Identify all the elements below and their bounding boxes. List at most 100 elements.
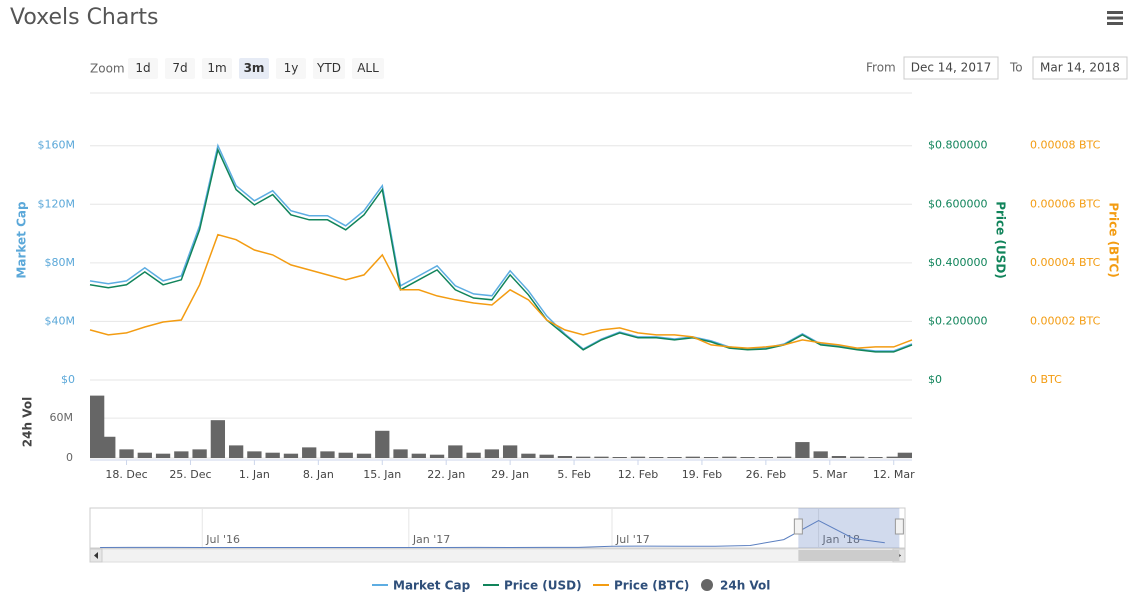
- vol-bar: [338, 452, 353, 458]
- y-tick-label: $0: [61, 373, 75, 386]
- y2-tick-label: $0.600000: [928, 197, 988, 210]
- vol-bar: [356, 453, 372, 458]
- to-input[interactable]: [1032, 56, 1128, 80]
- vol-bar: [101, 436, 116, 458]
- zoom-buttons: 1d 7d 1m 3m 1y YTD ALL: [128, 58, 384, 79]
- zoom-button-label[interactable]: 3m: [244, 61, 265, 75]
- vol-bar: [265, 452, 280, 458]
- series-line: [89, 233, 913, 349]
- vol-bar: [174, 451, 189, 458]
- x-tick-label: 5. Mar: [812, 468, 847, 481]
- navigator-handle[interactable]: [894, 518, 904, 535]
- zoom-button-label[interactable]: 7d: [172, 61, 187, 75]
- vol-bar: [831, 456, 847, 458]
- x-tick-label: 8. Jan: [303, 468, 334, 481]
- x-tick-label: 1. Jan: [239, 468, 270, 481]
- navigator-tick-label: Jul '17: [615, 533, 650, 546]
- x-tick-label: 18. Dec: [105, 468, 147, 481]
- zoom-label: Zoom: [90, 62, 125, 76]
- y3-tick-label: 0.00008 BTC: [1030, 139, 1101, 152]
- y-axis-title: Market Cap: [15, 201, 29, 279]
- zoom-button[interactable]: [202, 58, 232, 79]
- navigator-handle[interactable]: [793, 518, 803, 535]
- x-tick-label: 12. Feb: [618, 468, 658, 481]
- vol-tick-label: 60M: [50, 411, 74, 424]
- zoom-button[interactable]: [276, 58, 306, 79]
- zoom-button-label[interactable]: YTD: [316, 61, 341, 75]
- vol-bar: [850, 456, 865, 458]
- y-tick-label: $160M: [38, 139, 76, 152]
- y2-tick-label: $0.800000: [928, 139, 988, 152]
- y3-tick-label: 0.00006 BTC: [1030, 197, 1101, 210]
- legend-label[interactable]: 24h Vol: [720, 579, 770, 593]
- vol-bar: [630, 456, 646, 458]
- y2-axis-title: Price (USD): [994, 201, 1008, 279]
- vol-bar: [484, 449, 500, 458]
- vol-bar: [886, 456, 901, 458]
- page-title: Voxels Charts: [10, 5, 159, 30]
- zoom-button[interactable]: [128, 58, 158, 79]
- vol-bar: [897, 452, 912, 458]
- menu-bar: [1107, 22, 1123, 25]
- vol-bar: [703, 457, 719, 458]
- zoom-button-label[interactable]: 1m: [207, 61, 226, 75]
- from-input[interactable]: [903, 56, 999, 80]
- vol-bar: [521, 453, 536, 458]
- navigator-frame: [89, 507, 906, 549]
- menu-bar: [1107, 11, 1123, 14]
- vol-bar: [466, 452, 481, 458]
- vol-bar: [557, 456, 573, 458]
- vol-bar: [758, 457, 774, 458]
- zoom-button[interactable]: [165, 58, 195, 79]
- vol-axis-title: 24h Vol: [21, 397, 35, 447]
- vol-bar: [283, 453, 299, 458]
- to-value[interactable]: Mar 14, 2018: [1040, 61, 1120, 75]
- zoom-button-label[interactable]: ALL: [357, 61, 379, 75]
- scrollbar-track[interactable]: [89, 548, 906, 563]
- navigator-scroll-thumb[interactable]: [798, 550, 900, 561]
- vol-bar: [667, 457, 682, 458]
- x-tick-label: 5. Feb: [557, 468, 590, 481]
- vol-bar: [685, 456, 700, 458]
- vol-bar: [868, 457, 883, 458]
- to-label: To: [1009, 61, 1023, 75]
- vol-bar: [429, 454, 445, 458]
- y2-tick-label: $0: [928, 373, 942, 386]
- from-value[interactable]: Dec 14, 2017: [911, 61, 991, 75]
- zoom-button[interactable]: [239, 58, 269, 79]
- menu-button[interactable]: [1106, 10, 1124, 26]
- navigator-selection[interactable]: [798, 508, 900, 548]
- zoom-button-label[interactable]: 1y: [284, 61, 299, 75]
- menu-bar: [1107, 16, 1123, 20]
- navigator-tick-label: Jul '16: [205, 533, 240, 546]
- legend-label[interactable]: Price (BTC): [614, 579, 689, 593]
- y2-tick-label: $0.200000: [928, 314, 988, 327]
- vol-bar: [594, 456, 609, 458]
- vol-bar: [137, 452, 152, 458]
- legend: Market Cap Price (USD) Price (BTC) 24h Vol: [372, 579, 770, 593]
- navigator-tick-label: Jan '18: [822, 533, 860, 546]
- vol-bar: [722, 456, 737, 458]
- y2-tick-label: $0.400000: [928, 256, 988, 269]
- zoom-button-label[interactable]: 1d: [135, 61, 150, 75]
- zoom-button[interactable]: [313, 58, 345, 79]
- x-tick-label: 22. Jan: [427, 468, 465, 481]
- vol-bar: [448, 445, 463, 458]
- vol-bar: [228, 445, 244, 458]
- vol-bar: [302, 447, 317, 458]
- zoom-button[interactable]: [352, 58, 384, 79]
- vol-bar: [210, 420, 226, 458]
- x-tick-label: 29. Jan: [491, 468, 529, 481]
- vol-bar: [776, 456, 792, 458]
- legend-label[interactable]: Market Cap: [393, 579, 471, 593]
- vol-bar: [649, 457, 664, 458]
- vol-bar: [192, 449, 207, 458]
- y-tick-label: $120M: [38, 197, 76, 210]
- series-line: [89, 147, 913, 353]
- legend-label[interactable]: Price (USD): [504, 579, 582, 593]
- navigator-line: [100, 520, 885, 549]
- x-tick-label: 12. Mar: [873, 468, 915, 481]
- from-label: From: [866, 61, 896, 75]
